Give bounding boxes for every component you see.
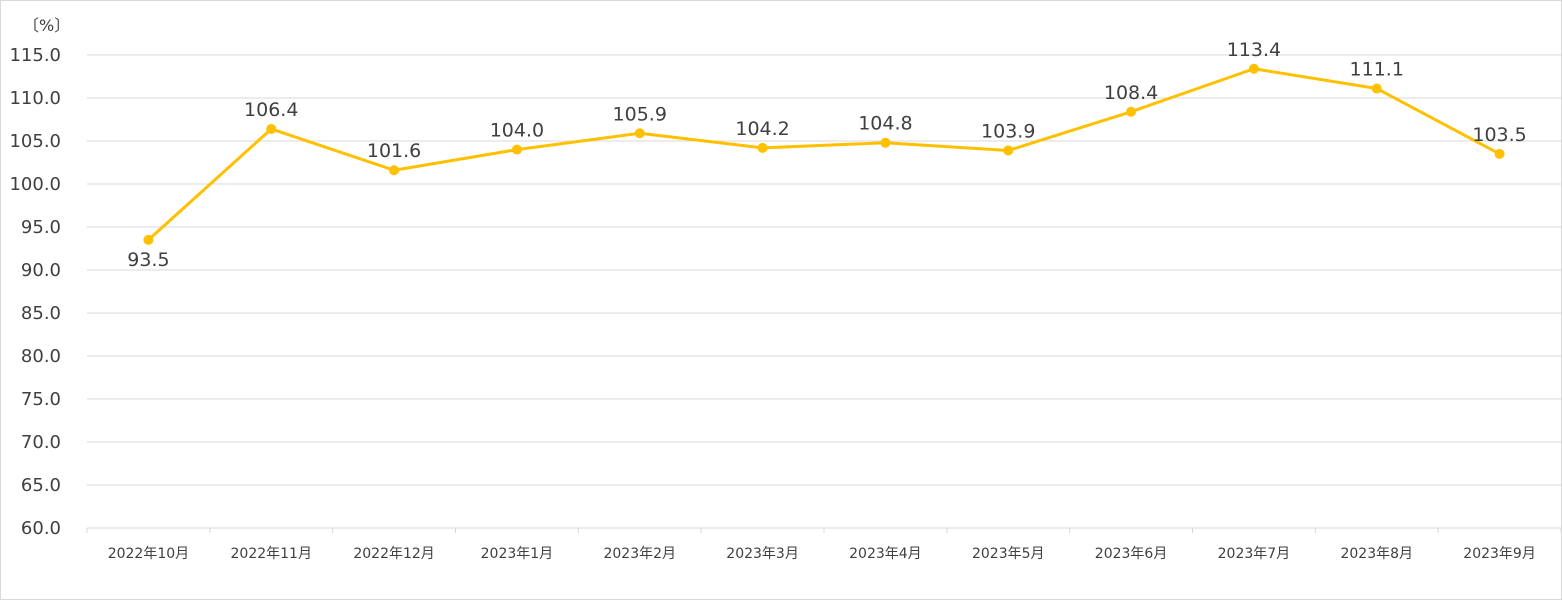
data-point (511, 144, 522, 155)
data-label: 104.8 (858, 113, 912, 135)
y-tick-label: 85.0 (21, 303, 61, 324)
x-tick-label: 2023年2月 (603, 546, 676, 562)
data-label: 105.9 (613, 103, 667, 125)
data-labels: 93.5 106.4 101.6 104.0 105.9 104.2 104.8 103.9 1… (127, 39, 1527, 271)
data-point (1248, 63, 1259, 74)
x-tick-label: 2023年3月 (726, 546, 799, 562)
x-tick-label: 2022年11月 (231, 546, 312, 562)
y-axis-unit-label: 〔%〕 (23, 16, 70, 35)
data-point (757, 142, 768, 153)
x-tick-label: 2023年7月 (1218, 546, 1291, 562)
y-tick-label: 90.0 (21, 260, 61, 281)
series-line-group (147, 67, 1501, 242)
y-tick-label: 70.0 (21, 432, 61, 453)
x-tick-label: 2022年10月 (108, 546, 189, 562)
y-tick-label: 75.0 (21, 389, 61, 410)
data-point (1126, 106, 1137, 117)
y-tick-label: 65.0 (21, 475, 61, 496)
data-point (634, 128, 645, 139)
x-tick-label: 2022年12月 (353, 546, 434, 562)
y-tick-label: 110.0 (9, 88, 61, 109)
data-point (143, 234, 154, 245)
x-tick-label: 2023年4月 (849, 546, 922, 562)
x-tick-label: 2023年1月 (481, 546, 554, 562)
data-label: 104.0 (490, 120, 544, 142)
data-label: 93.5 (127, 249, 169, 271)
y-tick-label: 115.0 (9, 45, 61, 66)
data-label: 101.6 (367, 140, 421, 162)
y-tick-label: 105.0 (9, 131, 61, 152)
data-label: 106.4 (244, 99, 298, 121)
x-axis (86, 527, 1562, 533)
data-label: 108.4 (1104, 82, 1158, 104)
data-label: 103.9 (981, 120, 1035, 142)
data-point (1371, 83, 1382, 94)
x-tick-label: 2023年6月 (1095, 546, 1168, 562)
y-tick-label: 95.0 (21, 217, 61, 238)
x-tick-label: 2023年8月 (1340, 546, 1413, 562)
x-tick-label: 2023年9月 (1463, 546, 1536, 562)
gridlines (87, 54, 1561, 486)
y-axis-ticks: 60.0 65.0 70.0 75.0 80.0 85.0 90.0 95.0 100.0 105… (9, 45, 61, 539)
x-tick-label: 2023年5月 (972, 546, 1045, 562)
data-points (143, 63, 1505, 245)
data-point (1494, 148, 1505, 159)
x-axis-ticks: 2022年10月 2022年11月 2022年12月 2023年1月 2023年2月 20… (108, 546, 1536, 562)
y-tick-label: 100.0 (9, 174, 61, 195)
series-line (147, 67, 1501, 242)
data-label: 111.1 (1350, 59, 1404, 81)
data-point (266, 123, 277, 134)
data-point (389, 165, 400, 176)
data-point (1003, 145, 1014, 156)
y-tick-label: 60.0 (21, 518, 61, 539)
y-tick-label: 80.0 (21, 346, 61, 367)
data-label: 103.5 (1472, 124, 1526, 146)
data-label: 104.2 (735, 118, 789, 140)
data-point (880, 137, 891, 148)
data-label: 113.4 (1227, 39, 1281, 61)
